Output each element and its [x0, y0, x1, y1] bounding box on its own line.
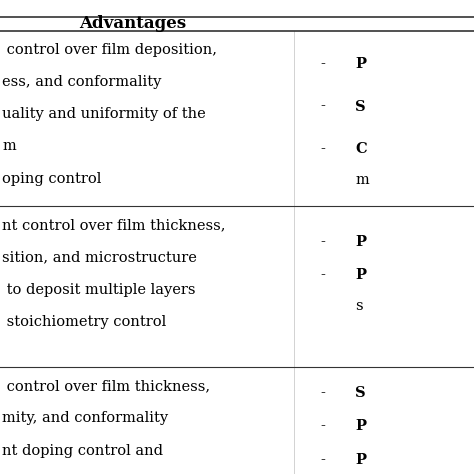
Text: -: -: [320, 419, 325, 434]
Text: -: -: [320, 453, 325, 467]
Text: nt control over film thickness,: nt control over film thickness,: [2, 218, 226, 232]
Text: C: C: [356, 142, 367, 156]
Text: -: -: [320, 142, 325, 156]
Text: control over film thickness,: control over film thickness,: [2, 379, 210, 393]
Text: -: -: [320, 268, 325, 282]
Text: to deposit multiple layers: to deposit multiple layers: [2, 283, 196, 297]
Text: P: P: [356, 235, 366, 249]
Text: P: P: [356, 453, 366, 467]
Text: P: P: [356, 57, 366, 71]
Text: s: s: [356, 299, 363, 313]
Text: nt doping control and: nt doping control and: [2, 444, 164, 458]
Text: control over film deposition,: control over film deposition,: [2, 43, 218, 57]
Text: m: m: [356, 173, 369, 187]
Text: P: P: [356, 268, 366, 282]
Text: -: -: [320, 386, 325, 401]
Text: Advantages: Advantages: [79, 15, 186, 32]
Text: P: P: [356, 419, 366, 434]
Text: m: m: [2, 139, 16, 154]
Text: oping control: oping control: [2, 172, 102, 186]
Text: -: -: [320, 57, 325, 71]
Text: ess, and conformality: ess, and conformality: [2, 75, 162, 89]
Text: uality and uniformity of the: uality and uniformity of the: [2, 107, 206, 121]
Text: sition, and microstructure: sition, and microstructure: [2, 250, 197, 264]
Text: -: -: [320, 100, 325, 114]
Text: stoichiometry control: stoichiometry control: [2, 315, 167, 329]
Text: S: S: [356, 386, 366, 401]
Text: S: S: [356, 100, 366, 114]
Text: -: -: [320, 235, 325, 249]
Text: mity, and conformality: mity, and conformality: [2, 411, 168, 426]
